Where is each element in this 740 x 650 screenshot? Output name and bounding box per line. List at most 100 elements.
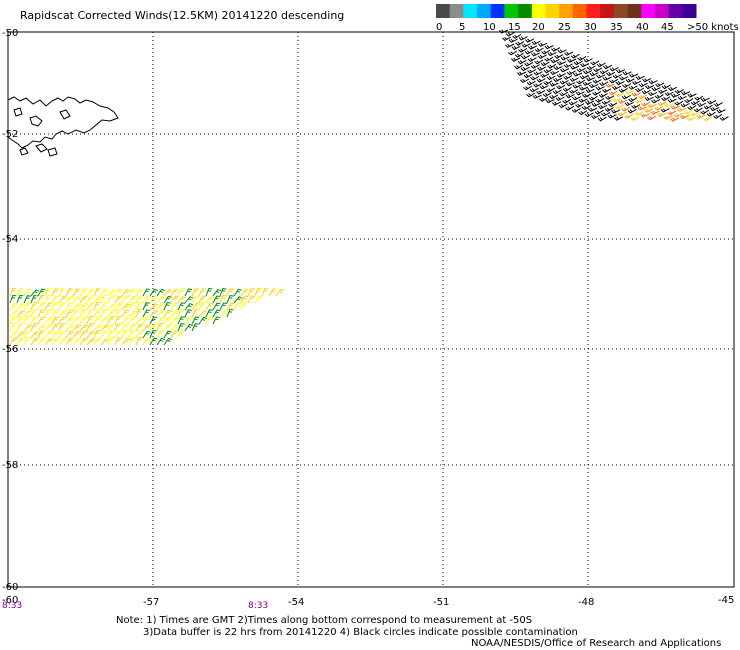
wind-barb [524,50,534,55]
wind-barb [128,302,136,311]
wind-barb [601,100,611,105]
wind-barb [582,93,592,98]
wind-barb [58,295,67,304]
wind-barb [44,316,54,325]
wind-barb [163,289,173,297]
wind-barb [572,84,582,89]
wind-barb [65,324,75,332]
wind-barb [184,309,192,318]
wind-barb [551,47,561,52]
wind-barb [65,316,74,325]
wind-barb [644,96,654,102]
wind-barb [184,323,194,332]
wind-barb [578,98,588,103]
wind-barb [532,94,542,99]
wind-barb [79,316,88,325]
legend-swatch [531,4,546,18]
map-frame [7,31,735,588]
legend-label: 35 [610,22,623,33]
wind-barb [100,316,109,325]
wind-barb [128,330,136,339]
wind-barb [539,96,549,102]
wind-barb [121,330,129,339]
time-label: 8:33 [248,601,268,611]
wind-barb [191,323,199,332]
wind-barb [609,78,619,84]
wind-barb [545,99,555,104]
wind-barb [611,109,621,114]
wind-barb [79,337,88,346]
legend-label: 10 [483,22,496,33]
wind-barb [212,289,222,297]
legend-label: 0 [436,22,442,33]
wind-barb [552,101,562,106]
wind-barb [700,97,710,102]
wind-barb [585,88,595,93]
wind-barb [205,295,214,304]
wind-barb [205,309,213,318]
wind-barb [93,288,101,297]
wind-barb [9,322,17,332]
wind-barb [674,88,684,94]
wind-barb [135,337,143,346]
wind-barb [706,111,716,117]
wind-barb [696,114,706,119]
wind-barb [583,69,593,75]
wind-barb [716,109,726,114]
wind-barb [177,330,185,339]
wind-barb [142,316,150,325]
wind-barb [589,83,599,89]
wind-barb [536,78,546,83]
wind-barb [233,296,243,304]
wind-barb [170,324,180,332]
legend-swatch [627,4,642,18]
wind-barb [135,308,143,318]
wind-barb [93,329,101,339]
wind-barb [602,76,612,81]
legend-label: 15 [508,22,521,33]
wind-barb [664,103,674,108]
lat-label: -50 [2,28,18,39]
wind-barb [563,75,573,80]
wind-barb [142,324,152,332]
wind-barb [505,31,515,37]
wind-barb [191,295,200,304]
wind-barb [680,102,690,108]
wind-barb [576,79,586,85]
wind-barb [584,112,594,118]
wind-barb [142,295,151,304]
legend-swatch [449,4,464,18]
wind-barb [654,94,664,99]
wind-barb [603,64,613,70]
legend-swatch [477,4,492,18]
wind-barb [128,310,138,318]
wind-barb [114,302,123,311]
wind-barb [566,70,576,76]
wind-barb [275,288,285,297]
wind-barb [655,82,665,88]
wind-barb [205,316,214,325]
wind-barb [713,113,723,119]
wind-barb [30,308,38,318]
wind-barb [135,330,144,339]
wind-barb [219,288,227,297]
wind-barb [254,295,263,304]
legend-swatch [668,4,683,18]
wind-barb [93,324,103,332]
wind-barb [135,323,144,332]
wind-barb [703,104,713,110]
wind-barb [577,55,587,61]
wind-barb [198,316,208,325]
wind-barb [37,337,47,346]
wind-barb [9,294,17,304]
wind-barb [128,323,137,332]
wind-barb [618,87,628,93]
wind-barb [198,295,207,304]
legend-swatch [436,4,451,18]
wind-barb [528,45,538,50]
wind-barb [268,288,277,297]
wind-barb [93,295,103,304]
wind-barb [149,337,158,346]
wind-barb [514,64,524,70]
wind-barb [79,302,88,311]
